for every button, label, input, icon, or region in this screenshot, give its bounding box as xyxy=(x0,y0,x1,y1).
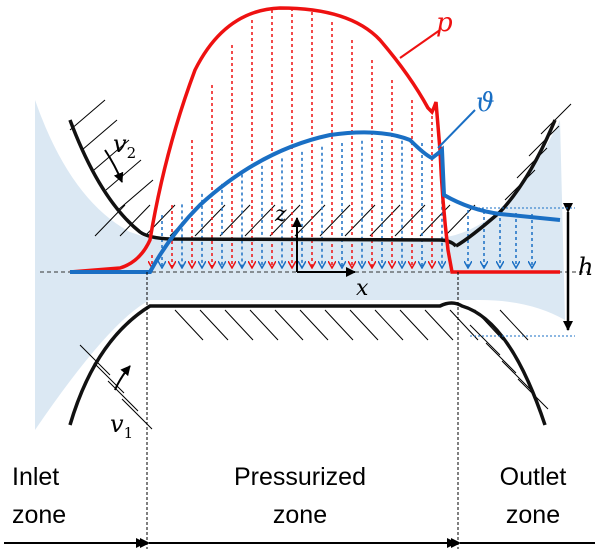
hatch-line xyxy=(424,309,454,341)
temperature-label: ϑ xyxy=(476,88,495,118)
hatch-line xyxy=(499,309,529,341)
hatch-line xyxy=(81,119,118,151)
temperature-leader xyxy=(437,109,476,149)
hatch-line xyxy=(516,147,548,179)
hatch-line xyxy=(199,309,229,341)
hatch-line xyxy=(399,309,429,341)
pressure-curve xyxy=(69,6,560,274)
temperature-curve xyxy=(70,130,561,274)
hatch-line xyxy=(540,103,572,135)
hatch-line xyxy=(501,360,533,392)
hatch-line xyxy=(349,309,379,341)
gap-height-label: h xyxy=(578,253,594,281)
hatch-line xyxy=(69,99,106,131)
z-axis-label: z xyxy=(275,202,287,227)
hatch-line xyxy=(119,204,151,237)
hatch-line xyxy=(79,344,111,376)
v2-arrow xyxy=(104,149,124,183)
hatch-line xyxy=(144,204,176,237)
hatch-line xyxy=(485,342,517,374)
hatch-line xyxy=(319,204,351,237)
hatch-line xyxy=(324,309,354,341)
hatch-line xyxy=(174,309,204,341)
v1-label: v1 xyxy=(110,410,134,442)
v2-label: v2 xyxy=(113,130,137,162)
hatch-line xyxy=(394,204,426,237)
hatch-line xyxy=(93,362,125,394)
pressure-leader xyxy=(399,29,441,59)
outlet-zone-label: Outlet zone xyxy=(499,463,567,529)
hatch-line xyxy=(299,309,329,341)
hatch-line xyxy=(374,309,404,341)
hatch-line xyxy=(107,380,139,412)
hatch-line xyxy=(274,309,304,341)
pressure-arrows xyxy=(152,8,432,268)
hatch-line xyxy=(93,139,130,171)
x-axis-label: x xyxy=(356,276,369,301)
hatch-line xyxy=(469,324,501,356)
hatch-line xyxy=(449,309,479,341)
hatch-line xyxy=(344,204,376,237)
hatch-line xyxy=(294,204,326,237)
lower-roller-hatching xyxy=(79,309,549,430)
hatch-line xyxy=(105,159,142,191)
hatch-line xyxy=(224,309,254,341)
pressurized-zone-label: Pressurized zone xyxy=(234,463,366,529)
hatch-line xyxy=(244,204,276,237)
hatch-line xyxy=(194,204,226,237)
hatch-line xyxy=(219,204,251,237)
hatch-line xyxy=(117,179,154,211)
lower-roller-contour xyxy=(68,301,547,426)
hatch-line xyxy=(369,204,401,237)
v1-arrow xyxy=(114,365,131,391)
hatch-line xyxy=(444,204,476,237)
hatch-line xyxy=(269,204,301,237)
hatch-line xyxy=(249,309,279,341)
pressure-label: p xyxy=(436,8,453,38)
inlet-zone-label: Inlet zone xyxy=(12,463,67,529)
